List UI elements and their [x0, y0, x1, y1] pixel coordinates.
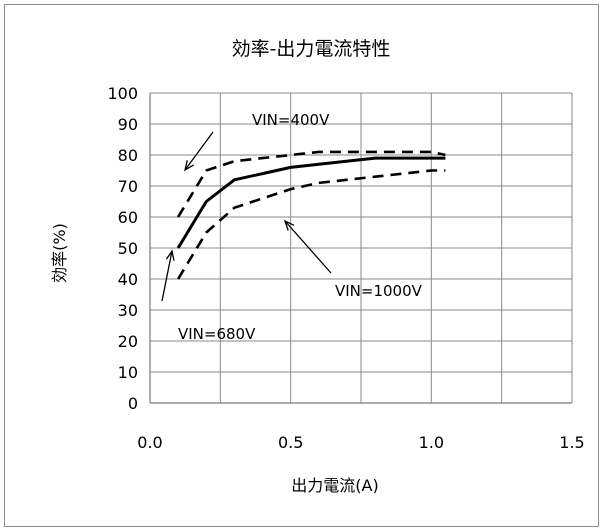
- series-lines: [176, 150, 446, 280]
- x-tick-label: 1.5: [559, 433, 584, 452]
- y-tick-label: 0: [128, 394, 138, 413]
- chart-title: 効率-出力電流特性: [232, 38, 391, 60]
- chart-svg: 効率-出力電流特性 0.0 0.5 1.0 1.5 0 10 20 30 40 50 60 70 80…: [50, 38, 585, 495]
- annotation-arrow: [184, 131, 214, 171]
- annotation-arrowhead: [184, 160, 194, 172]
- annotation-arrow: [284, 220, 332, 274]
- y-tick-label: 10: [118, 363, 138, 382]
- y-tick-label: 50: [118, 239, 138, 258]
- y-tick-label: 100: [107, 84, 138, 103]
- y-tick-label: 30: [118, 301, 138, 320]
- y-tick-label: 90: [118, 115, 138, 134]
- y-tick-label: 40: [118, 270, 138, 289]
- chart-area: 効率-出力電流特性 0.0 0.5 1.0 1.5 0 10 20 30 40 50 60 70 80…: [4, 4, 599, 527]
- axes: [149, 93, 572, 404]
- annotations: VIN=400V VIN=1000V VIN=680V: [161, 111, 423, 343]
- annotation-label: VIN=400V: [252, 111, 330, 129]
- x-tick-label: 1.0: [419, 433, 444, 452]
- x-tick-labels: 0.0 0.5 1.0 1.5: [137, 433, 584, 452]
- series-line-1: [176, 150, 446, 218]
- y-tick-labels: 0 10 20 30 40 50 60 70 80 90 100: [107, 84, 138, 413]
- annotation-arrowhead: [283, 219, 295, 231]
- x-axis-title: 出力電流(A): [291, 476, 378, 495]
- series-line-2: [176, 169, 446, 280]
- x-tick-label: 0.5: [278, 433, 303, 452]
- annotation-label: VIN=1000V: [335, 282, 423, 300]
- series-line-0: [176, 156, 446, 249]
- grid: [149, 92, 573, 404]
- y-tick-label: 20: [118, 332, 138, 351]
- x-tick-label: 0.0: [137, 433, 162, 452]
- y-tick-label: 80: [118, 146, 138, 165]
- y-axis-title: 効率(%): [50, 223, 69, 283]
- annotation-label: VIN=680V: [178, 325, 256, 343]
- annotation-arrowhead: [165, 249, 175, 261]
- y-tick-label: 60: [118, 208, 138, 227]
- y-tick-label: 70: [118, 177, 138, 196]
- annotation-arrow: [161, 250, 173, 302]
